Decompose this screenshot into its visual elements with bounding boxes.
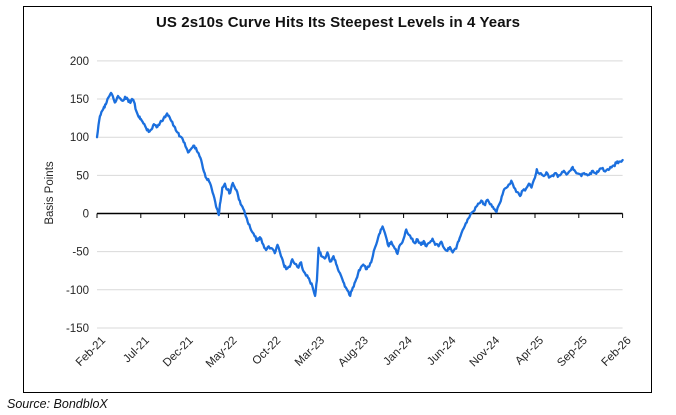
svg-text:Feb-26: Feb-26 [599, 335, 633, 369]
chart-title: US 2s10s Curve Hits Its Steepest Levels … [155, 14, 521, 31]
svg-text:50: 50 [76, 170, 89, 182]
svg-text:200: 200 [70, 56, 89, 68]
svg-text:-50: -50 [72, 247, 89, 259]
svg-text:0: 0 [83, 209, 89, 221]
svg-text:100: 100 [70, 132, 89, 144]
svg-text:Jul-21: Jul-21 [121, 335, 152, 366]
source-note: Source: BondbloX [7, 397, 108, 411]
svg-text:Dec-21: Dec-21 [161, 335, 196, 370]
svg-text:Jun-24: Jun-24 [425, 334, 459, 368]
x-tick-marks [96, 213, 624, 218]
svg-text:Nov-24: Nov-24 [468, 334, 503, 369]
svg-text:-100: -100 [66, 285, 89, 297]
svg-text:150: 150 [70, 94, 89, 106]
chart-border-box [23, 6, 652, 393]
x-tick-labels: Feb-21 Jul-21 Dec-21 May-22 Oct-22 Mar-23 Aug-… [74, 334, 634, 370]
svg-text:May-22: May-22 [204, 335, 240, 371]
svg-text:Aug-23: Aug-23 [336, 335, 371, 370]
y-gridlines [97, 60, 623, 329]
y-tick-labels: 200 150 100 50 0 -50 -100 -150 [66, 56, 89, 335]
svg-text:Mar-23: Mar-23 [293, 335, 327, 369]
svg-text:Oct-22: Oct-22 [250, 335, 283, 368]
svg-text:Apr-25: Apr-25 [513, 335, 546, 368]
svg-text:-150: -150 [66, 323, 89, 335]
svg-text:Feb-21: Feb-21 [74, 335, 108, 369]
spread-line [95, 91, 624, 298]
svg-text:Sep-25: Sep-25 [555, 335, 590, 370]
svg-text:Jan-24: Jan-24 [381, 334, 415, 368]
